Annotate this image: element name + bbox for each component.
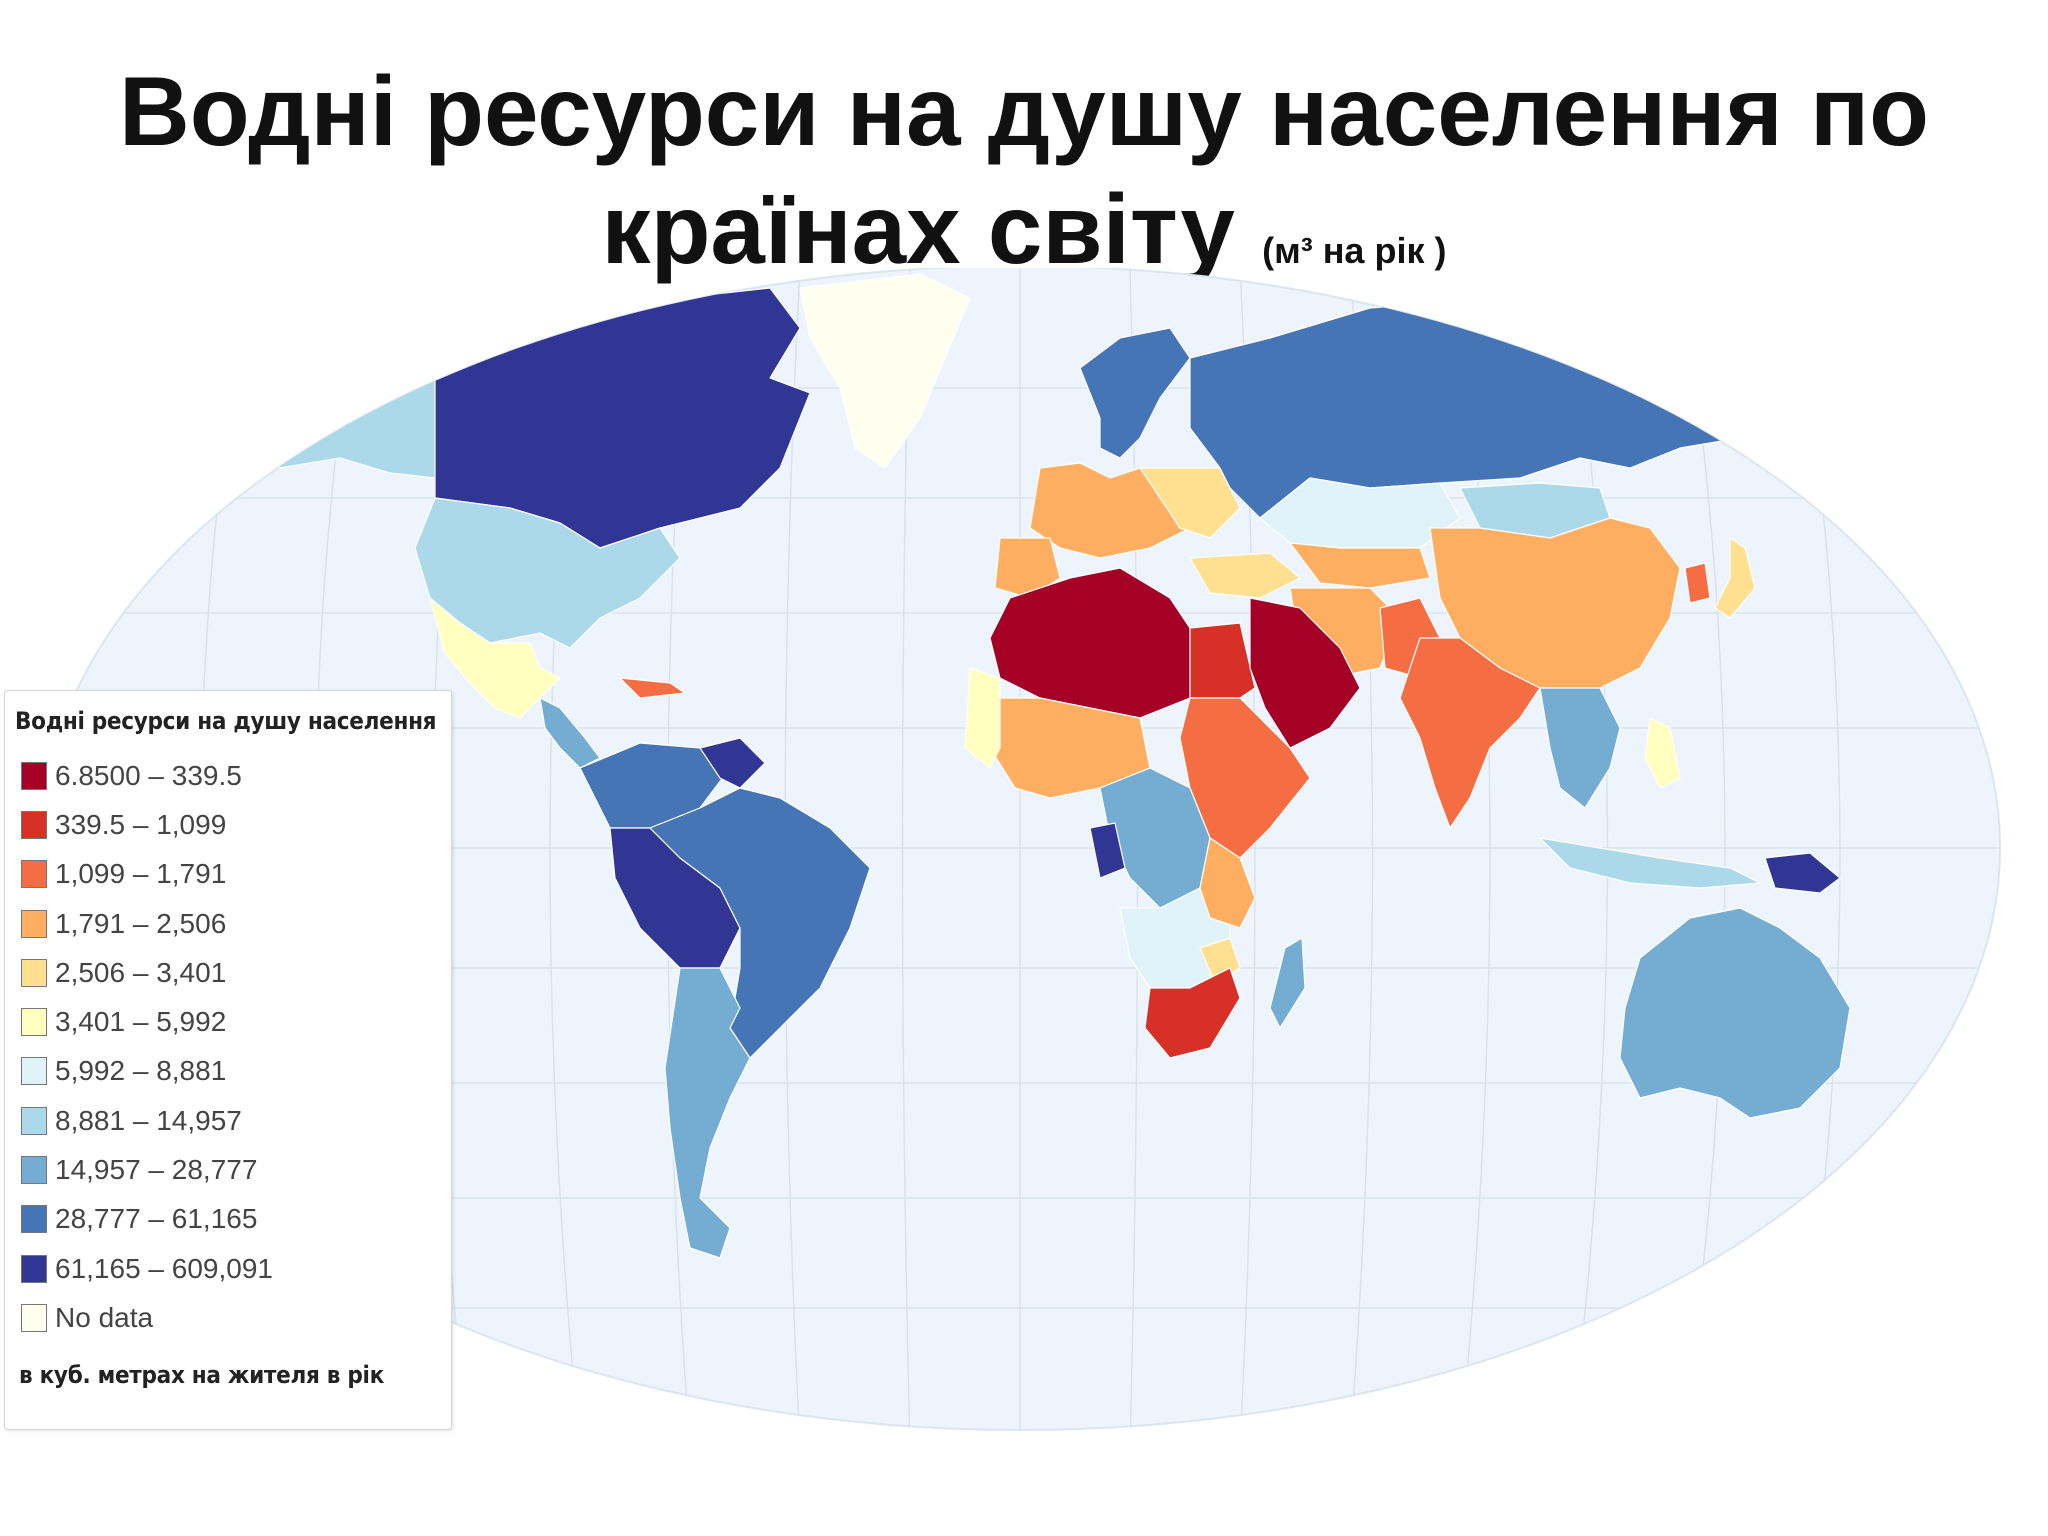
new-zealand (1889, 1097, 1946, 1189)
brazil (649, 787, 871, 1059)
legend-swatch (21, 1156, 47, 1185)
legend-range: 8,881 – 14,957 (55, 1104, 242, 1136)
legend-swatch (21, 860, 47, 889)
legend-range: 3,401 – 5,992 (55, 1006, 227, 1038)
title-line-1: Водні ресурси на душу населення по (118, 56, 1930, 166)
title-line-2-text: країнах світу (601, 174, 1235, 284)
eastern-europe (1139, 467, 1241, 539)
legend-swatch (21, 1008, 47, 1037)
east-africa (1179, 697, 1311, 859)
legend-item: 5,992 – 8,881 (15, 1047, 451, 1096)
legend-item: 1,791 – 2,506 (15, 899, 451, 948)
legend-swatch (21, 1254, 47, 1283)
title-line-2: країнах світу (м³ на рік ) (0, 170, 2048, 310)
legend-item: 339.5 – 1,099 (15, 800, 451, 849)
central-america (539, 697, 601, 769)
legend-item: No data (15, 1293, 451, 1342)
legend-note: в куб. метрах на жителя в рік (19, 1361, 384, 1389)
legend-swatch (21, 761, 47, 790)
scandinavia (1079, 327, 1191, 459)
alaska (249, 352, 436, 479)
sahel (964, 667, 1001, 769)
legend-item: 14,957 – 28,777 (15, 1145, 451, 1194)
legend: Водні ресурси на душу населення 6.8500 –… (4, 690, 452, 1430)
legend-range: 2,506 – 3,401 (55, 956, 227, 988)
guyana (699, 737, 766, 789)
arabia (1249, 597, 1361, 749)
congo (1089, 822, 1126, 879)
legend-item: 2,506 – 3,401 (15, 948, 451, 997)
japan (1714, 537, 1756, 619)
legend-range: 14,957 – 28,777 (55, 1154, 258, 1186)
legend-swatch (21, 958, 47, 987)
legend-range: 6.8500 – 339.5 (55, 759, 242, 791)
central-asia (1289, 542, 1431, 589)
countries (249, 273, 1946, 1259)
legend-item: 28,777 – 61,165 (15, 1195, 451, 1244)
philippines (1644, 717, 1681, 789)
legend-range: 1,099 – 1,791 (55, 858, 227, 890)
egypt-sudan (1189, 622, 1256, 699)
papua-new-guinea (1764, 852, 1841, 894)
indonesia (1539, 837, 1761, 889)
legend-range: 5,992 – 8,881 (55, 1055, 227, 1087)
australia (1619, 907, 1851, 1119)
legend-item: 3,401 – 5,992 (15, 997, 451, 1046)
legend-item: 61,165 – 609,091 (15, 1244, 451, 1293)
argentina (664, 967, 751, 1259)
tanzania (1199, 837, 1256, 929)
legend-swatch (21, 810, 47, 839)
legend-range: 1,791 – 2,506 (55, 907, 227, 939)
world-map-svg (40, 268, 2001, 1431)
legend-item: 1,099 – 1,791 (15, 850, 451, 899)
legend-items: 6.8500 – 339.5 339.5 – 1,099 1,099 – 1,7… (15, 751, 451, 1343)
legend-swatch (21, 909, 47, 938)
legend-swatch (21, 1205, 47, 1234)
legend-swatch (21, 1057, 47, 1086)
title-unit: (м³ на рік ) (1262, 230, 1447, 271)
caribbean (619, 677, 686, 699)
legend-item: 6.8500 – 339.5 (15, 751, 451, 800)
madagascar (1269, 937, 1306, 1029)
legend-item: 8,881 – 14,957 (15, 1096, 451, 1145)
korea (1684, 562, 1711, 604)
legend-range: 61,165 – 609,091 (55, 1252, 273, 1284)
legend-swatch (21, 1303, 47, 1332)
legend-range: 339.5 – 1,099 (55, 808, 227, 840)
north-africa (989, 567, 1191, 719)
slide-title: Водні ресурси на душу населення по країн… (0, 52, 2048, 310)
southeast-asia (1539, 687, 1621, 809)
turkey (1189, 552, 1301, 599)
legend-swatch (21, 1106, 47, 1135)
legend-range: No data (55, 1301, 154, 1333)
india (1399, 637, 1541, 829)
greenland (799, 273, 971, 469)
world-map (40, 268, 2040, 1448)
legend-title: Водні ресурси на душу населення (15, 707, 437, 735)
legend-range: 28,777 – 61,165 (55, 1203, 258, 1235)
mexico (429, 597, 561, 719)
south-africa (1144, 967, 1241, 1059)
